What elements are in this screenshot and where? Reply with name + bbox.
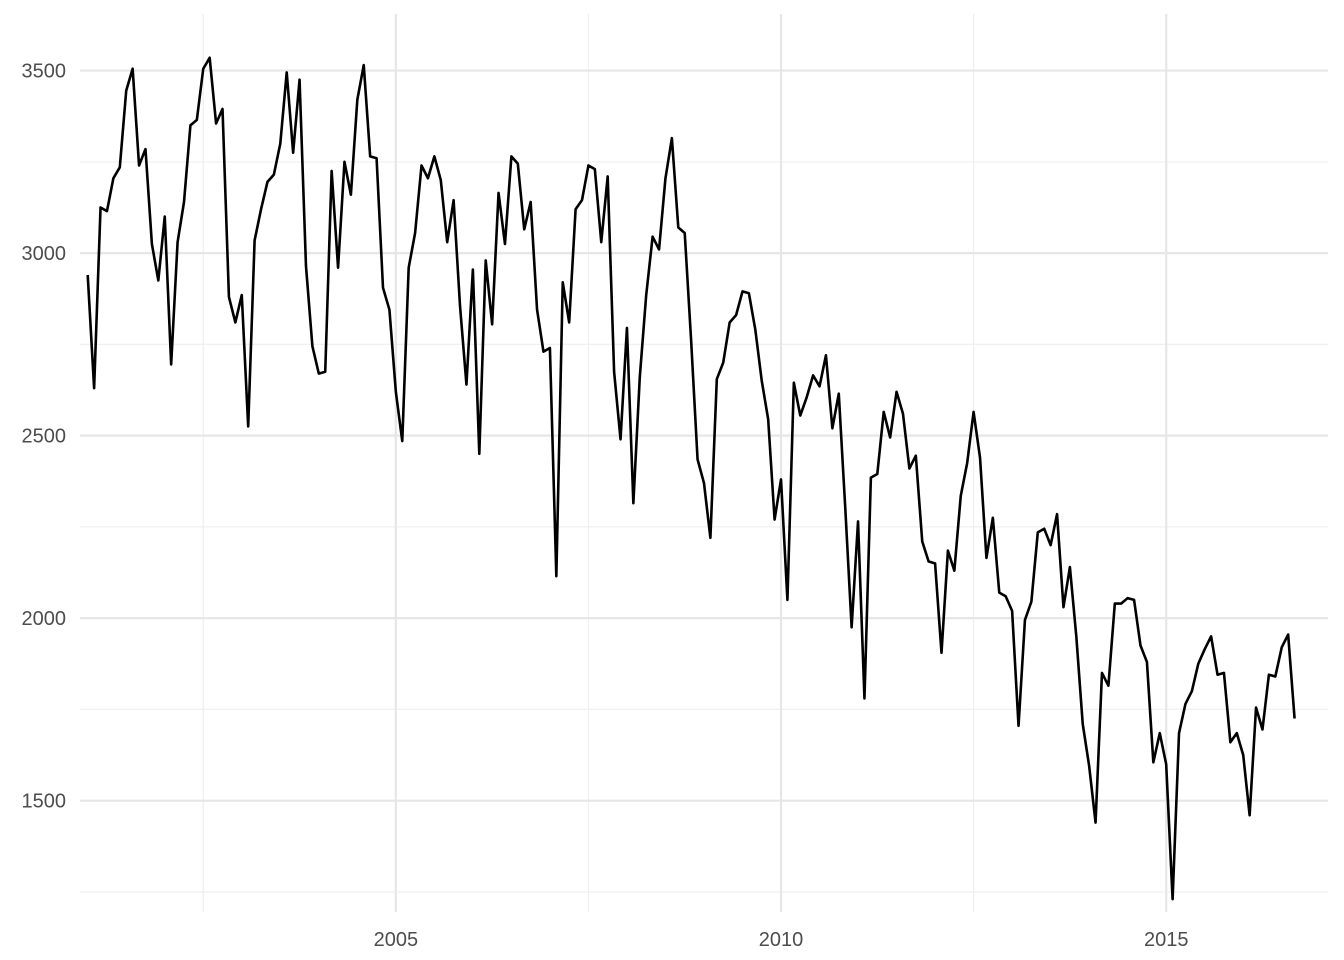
y-tick-label: 3000 [22, 243, 67, 265]
y-tick-label: 3500 [22, 61, 67, 83]
series-line [86, 56, 1296, 901]
x-tick-label: 2005 [374, 929, 419, 951]
y-tick-label: 1500 [22, 791, 67, 813]
y-tick-label: 2500 [22, 426, 67, 448]
x-axis-tick-labels: 2005 2010 2015 [374, 929, 1189, 951]
x-tick-label: 2015 [1144, 929, 1189, 951]
series-layer [86, 56, 1296, 901]
y-tick-label: 2000 [22, 608, 67, 630]
x-tick-label: 2010 [759, 929, 804, 951]
y-axis-tick-labels: 1500 2000 2500 3000 3500 [22, 61, 67, 813]
grid-lines [80, 14, 1328, 912]
